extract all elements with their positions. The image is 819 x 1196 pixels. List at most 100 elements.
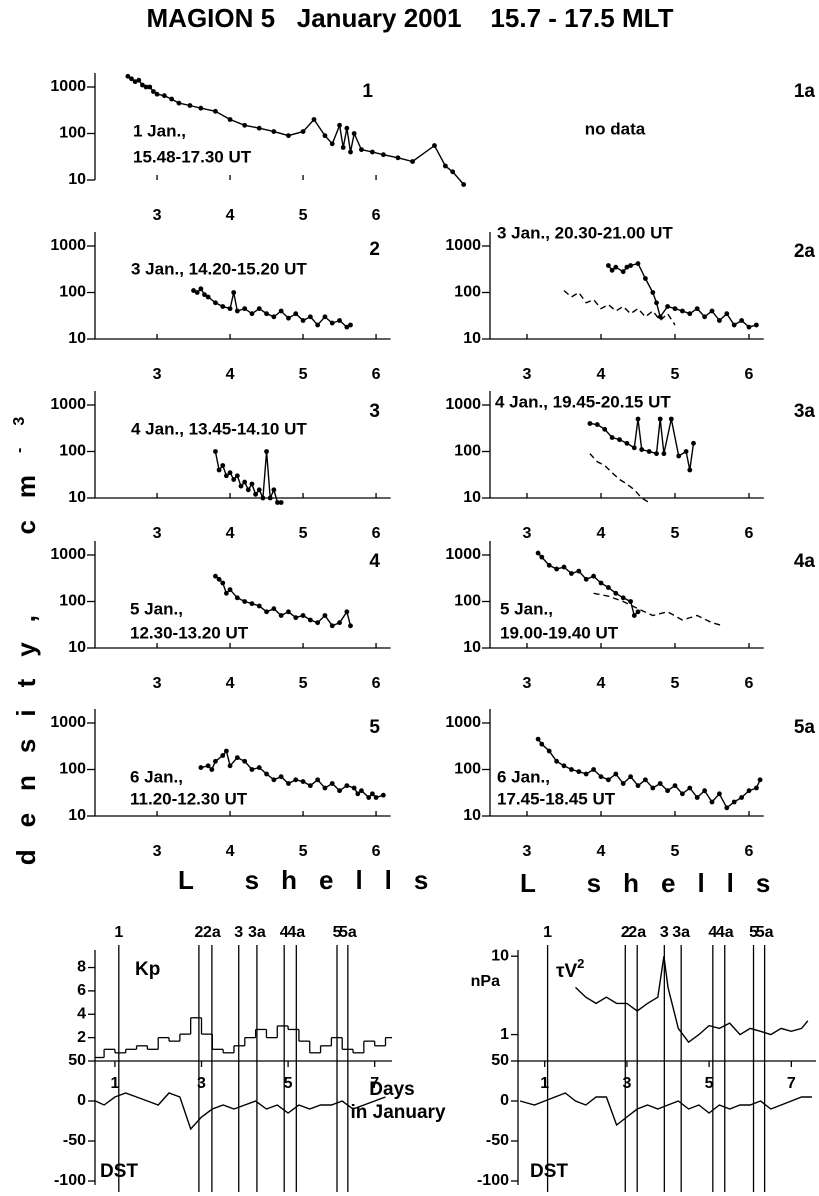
data-point xyxy=(253,491,258,497)
data-line xyxy=(589,453,650,504)
data-point xyxy=(205,763,211,769)
data-line xyxy=(575,956,809,1044)
data-point xyxy=(286,781,291,786)
data-point xyxy=(546,748,552,754)
data-point xyxy=(340,145,346,150)
data-point xyxy=(591,573,596,579)
data-point xyxy=(661,451,667,457)
x-tick-label: 6 xyxy=(372,525,381,542)
data-line xyxy=(563,290,676,326)
y-tick-label: 1000 xyxy=(50,237,86,254)
data-point xyxy=(278,613,284,618)
data-point xyxy=(576,769,582,775)
panel-label: 2a xyxy=(794,241,816,262)
data-point xyxy=(370,149,375,155)
data-point xyxy=(628,774,633,780)
data-point xyxy=(271,606,277,612)
data-point xyxy=(234,473,240,479)
upper-label-text: Kp xyxy=(135,959,160,980)
data-point xyxy=(643,777,648,783)
data-line xyxy=(519,1092,812,1127)
data-point xyxy=(275,500,280,505)
annotation: 6 Jan., xyxy=(130,767,183,786)
data-point xyxy=(198,105,204,111)
data-point xyxy=(286,609,291,615)
y-tick-label: 10 xyxy=(491,947,509,964)
data-point xyxy=(724,311,730,317)
upper-label-sup: 2 xyxy=(577,956,584,971)
x-tick-label: 5 xyxy=(299,675,308,692)
x-tick-label: 7 xyxy=(370,1075,379,1092)
data-point xyxy=(307,783,313,789)
data-point xyxy=(242,306,248,312)
data-point xyxy=(535,550,541,556)
data-point xyxy=(450,169,456,175)
data-point xyxy=(231,477,237,482)
y-tick-label: 1000 xyxy=(445,714,481,731)
data-point xyxy=(373,795,379,800)
x-tick-label: 6 xyxy=(372,366,381,383)
data-point xyxy=(598,774,604,780)
y-tick-label: 6 xyxy=(77,982,86,999)
y-tick-label: 1 xyxy=(500,1026,509,1043)
data-point xyxy=(216,576,222,582)
data-point xyxy=(311,117,317,122)
data-point xyxy=(264,609,269,615)
x-axis-label: L shells xyxy=(178,865,450,895)
data-point xyxy=(754,322,759,328)
data-point xyxy=(322,613,328,618)
x-tick-label: 5 xyxy=(671,843,680,860)
y-tick-label: 1000 xyxy=(445,396,481,413)
data-point xyxy=(227,470,233,476)
data-point xyxy=(443,163,448,169)
data-point xyxy=(561,763,567,769)
data-point xyxy=(624,440,630,446)
data-point xyxy=(691,440,696,446)
data-point xyxy=(161,93,167,99)
data-point xyxy=(643,276,648,281)
x-tick-label: 4 xyxy=(597,843,606,860)
panel-label: 1a xyxy=(794,81,816,102)
event-label: 1 xyxy=(543,924,552,941)
data-point xyxy=(198,286,204,292)
x-tick-label: 3 xyxy=(523,843,532,860)
panel-label: 5a xyxy=(794,717,816,738)
data-point xyxy=(238,483,244,489)
data-point xyxy=(709,799,715,805)
data-point xyxy=(132,79,138,85)
data-point xyxy=(286,133,291,139)
data-point xyxy=(278,500,284,505)
data-point xyxy=(635,609,641,615)
annotation: in January xyxy=(350,1102,445,1123)
event-label: 4 xyxy=(708,924,717,941)
data-point xyxy=(293,777,299,783)
x-tick-label: 7 xyxy=(787,1075,796,1092)
data-point xyxy=(224,748,229,754)
y-tick-label: 50 xyxy=(491,1052,509,1069)
event-label: 5a xyxy=(339,924,357,941)
data-point xyxy=(227,587,233,593)
data-point xyxy=(267,495,273,501)
y-tick-label: 10 xyxy=(68,489,86,506)
panel-label: 4a xyxy=(794,551,816,572)
data-point xyxy=(613,590,619,596)
figure-title: MAGION 5 January 2001 15.7 - 17.5 MLT xyxy=(147,3,674,33)
event-label: 2a xyxy=(203,924,221,941)
data-point xyxy=(344,324,350,330)
data-point xyxy=(337,122,342,128)
event-label: 3a xyxy=(248,924,266,941)
data-point xyxy=(249,767,255,772)
data-point xyxy=(256,603,262,609)
data-point xyxy=(694,306,700,312)
data-point xyxy=(293,615,299,621)
data-point xyxy=(242,758,248,764)
annotation: 6 Jan., xyxy=(497,767,550,786)
data-point xyxy=(245,487,251,493)
event-label: 2 xyxy=(194,924,203,941)
data-point xyxy=(213,758,218,764)
data-point xyxy=(213,449,218,454)
event-label: 5 xyxy=(333,924,342,941)
event-label: 4 xyxy=(280,924,289,941)
data-point xyxy=(194,290,200,295)
